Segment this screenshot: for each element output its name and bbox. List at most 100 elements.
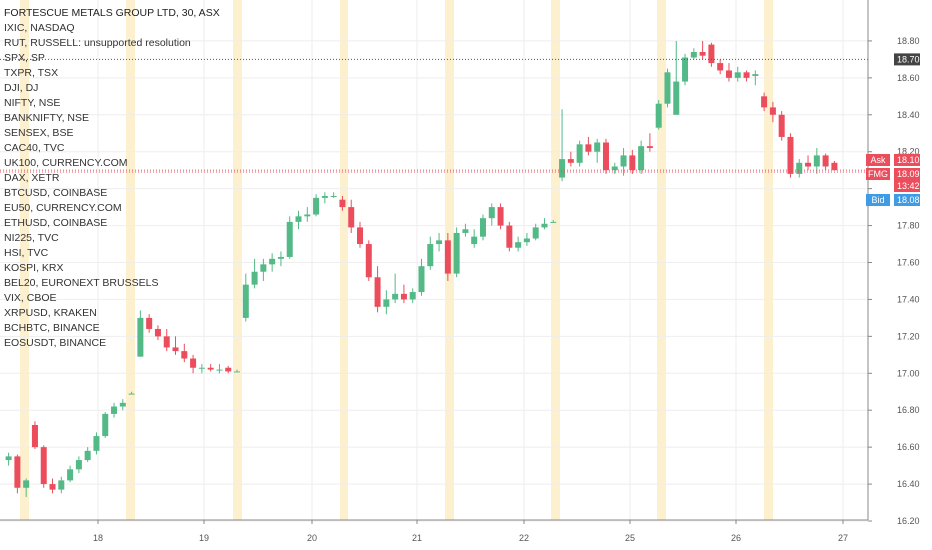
candle[interactable]: [444, 232, 451, 281]
candle[interactable]: [357, 221, 363, 248]
candle[interactable]: [567, 151, 574, 167]
legend-item[interactable]: TXPR, TSX: [4, 67, 59, 79]
legend-item[interactable]: KOSPI, KRX: [4, 262, 64, 274]
candle[interactable]: [646, 133, 653, 152]
candle[interactable]: [304, 207, 311, 222]
candle[interactable]: [576, 140, 583, 167]
candle[interactable]: [673, 40, 680, 115]
candle[interactable]: [286, 216, 293, 259]
candle[interactable]: [339, 196, 346, 211]
candle[interactable]: [664, 68, 671, 108]
candle[interactable]: [769, 101, 776, 123]
candle[interactable]: [313, 194, 320, 217]
candle[interactable]: [198, 364, 205, 374]
candle[interactable]: [436, 232, 443, 252]
legend-item[interactable]: SENSEX, BSE: [4, 127, 74, 139]
candle[interactable]: [822, 153, 829, 171]
candle[interactable]: [602, 138, 609, 174]
legend-item[interactable]: CAC40, TVC: [4, 142, 65, 154]
candle[interactable]: [682, 53, 689, 86]
candle[interactable]: [655, 100, 662, 130]
candle[interactable]: [75, 456, 82, 473]
candle[interactable]: [813, 148, 820, 174]
candle[interactable]: [392, 273, 399, 304]
candle[interactable]: [796, 159, 803, 178]
candle[interactable]: [181, 343, 188, 363]
candle[interactable]: [163, 328, 170, 352]
legend-item[interactable]: UK100, CURRENCY.COM: [4, 157, 128, 169]
legend-item[interactable]: BANKNIFTY, NSE: [4, 112, 89, 124]
candle[interactable]: [523, 232, 530, 246]
candle[interactable]: [146, 314, 153, 333]
candle[interactable]: [453, 227, 460, 278]
legend-item[interactable]: IXIC, NASDAQ: [4, 22, 75, 34]
candle[interactable]: [506, 221, 513, 252]
candle[interactable]: [242, 273, 249, 322]
candle[interactable]: [427, 236, 434, 270]
candle[interactable]: [409, 288, 416, 304]
candle[interactable]: [14, 454, 21, 494]
candle[interactable]: [805, 155, 812, 171]
candle[interactable]: [49, 478, 56, 494]
candle[interactable]: [725, 63, 732, 82]
candle[interactable]: [330, 192, 337, 198]
legend-item[interactable]: NIFTY, NSE: [4, 97, 61, 109]
candle[interactable]: [31, 421, 38, 449]
candle[interactable]: [734, 66, 741, 82]
candle[interactable]: [550, 220, 557, 223]
legend-item[interactable]: DJI, DJ: [4, 82, 39, 94]
legend-item[interactable]: HSI, TVC: [4, 247, 49, 259]
candle[interactable]: [462, 223, 469, 237]
candle[interactable]: [348, 199, 355, 233]
candle[interactable]: [190, 354, 197, 374]
candle[interactable]: [594, 138, 601, 163]
candle[interactable]: [251, 258, 258, 289]
candle[interactable]: [321, 192, 328, 204]
candle[interactable]: [488, 203, 495, 226]
candle[interactable]: [172, 336, 179, 355]
legend-item[interactable]: VIX, CBOE: [4, 292, 57, 304]
candle[interactable]: [497, 203, 504, 230]
candle[interactable]: [295, 210, 302, 230]
candle[interactable]: [559, 109, 566, 182]
candle[interactable]: [690, 48, 697, 60]
candle[interactable]: [532, 223, 539, 241]
candle[interactable]: [225, 365, 232, 374]
candle[interactable]: [708, 42, 715, 67]
candle[interactable]: [400, 284, 407, 304]
legend-item[interactable]: BEL20, EURONEXT BRUSSELS: [4, 277, 159, 289]
candle[interactable]: [638, 140, 645, 174]
candle[interactable]: [67, 465, 74, 483]
candle[interactable]: [5, 452, 12, 466]
candle[interactable]: [40, 445, 47, 488]
legend-item[interactable]: RUT, RUSSELL: unsupported resolution: [4, 37, 191, 49]
candle[interactable]: [831, 160, 838, 171]
candle[interactable]: [137, 310, 144, 357]
legend-item[interactable]: NI225, TVC: [4, 232, 59, 244]
candle[interactable]: [84, 447, 91, 462]
candle[interactable]: [119, 399, 126, 411]
candle[interactable]: [154, 325, 161, 341]
legend-item[interactable]: DAX, XETR: [4, 172, 60, 184]
candle[interactable]: [234, 369, 241, 373]
candle[interactable]: [260, 258, 267, 281]
legend-item[interactable]: SPX, SP: [4, 52, 45, 64]
candle[interactable]: [699, 40, 706, 60]
candle[interactable]: [374, 266, 381, 313]
candle[interactable]: [128, 391, 135, 395]
candle[interactable]: [611, 162, 618, 174]
candle[interactable]: [58, 476, 65, 494]
candle[interactable]: [111, 402, 118, 418]
candle[interactable]: [207, 364, 214, 372]
candle[interactable]: [93, 432, 100, 455]
legend-item[interactable]: ETHUSD, COINBASE: [4, 217, 108, 229]
legend-item[interactable]: XRPUSD, KRAKEN: [4, 307, 97, 319]
candle[interactable]: [365, 240, 372, 281]
legend-item[interactable]: EOSUSDT, BINANCE: [4, 337, 107, 349]
candle[interactable]: [787, 133, 794, 178]
candle[interactable]: [541, 218, 548, 230]
candle[interactable]: [629, 149, 636, 174]
legend-item[interactable]: BTCUSD, COINBASE: [4, 187, 108, 199]
candle[interactable]: [717, 59, 724, 75]
